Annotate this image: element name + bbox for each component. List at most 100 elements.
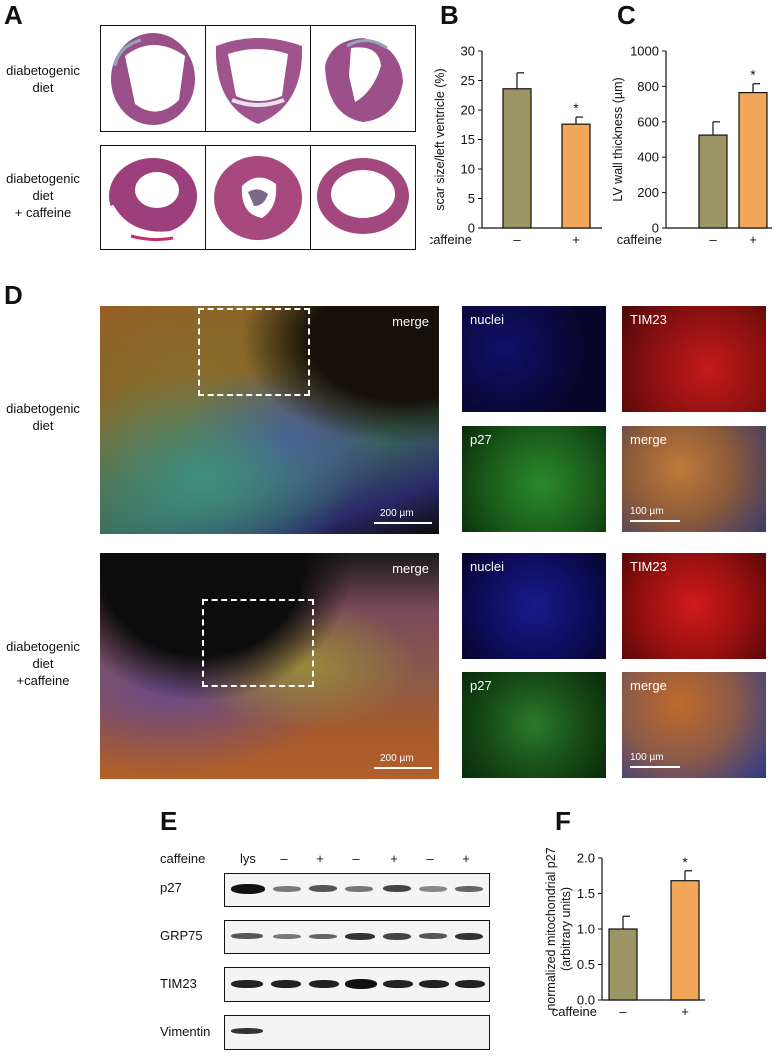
row-label-line: diet: [32, 418, 54, 433]
row-label-line: diet: [32, 80, 54, 95]
row-label-line: diabetogenic: [6, 639, 80, 654]
micrograph-merge-diet-large: merge 200 µm: [100, 306, 439, 534]
heart-section-image: [311, 26, 415, 131]
scar-size-chart: 0 5 10 15 20 25 30 scar size/left ventricle (%)…: [430, 44, 602, 247]
zoom-region-box: [202, 599, 314, 687]
panel-label-b: B: [440, 0, 459, 30]
y-axis-label: LV wall thickness (µm): [611, 77, 625, 201]
y-tick-label: 20: [461, 103, 475, 118]
tim23-label: TIM23: [630, 312, 667, 327]
row-label-line: diabetogenic: [6, 401, 80, 416]
merge-label: merge: [630, 678, 667, 693]
x-axis-label: caffeine: [552, 1004, 597, 1019]
bar: [738, 91, 768, 229]
heart-sections-caffeine: [100, 145, 416, 250]
blot-row-label: p27: [160, 880, 182, 895]
blot-row-label: TIM23: [160, 976, 197, 991]
micrograph-nuclei-diet: nuclei: [462, 306, 606, 412]
y-axis-label: scar size/left ventricle (%): [433, 68, 447, 210]
y-tick-label: 0: [652, 221, 659, 236]
scale-bar-label: 100 µm: [630, 506, 664, 517]
row-label-line: diet: [32, 188, 54, 203]
blot-strip-tim23: [224, 967, 490, 1002]
p27-label: p27: [470, 678, 492, 693]
row-label-caffeine-d: diabetogenic diet +caffeine: [0, 638, 86, 689]
row-label-diet-a: diabetogenic diet: [0, 62, 86, 96]
row-label-line: + caffeine: [14, 205, 72, 220]
blot-band: [455, 980, 485, 988]
scale-bar-label: 100 µm: [630, 752, 664, 763]
lane-label: –: [426, 851, 434, 866]
significance-star: *: [750, 67, 756, 83]
heart-section-image: [101, 26, 206, 131]
blot-strip-p27: [224, 873, 490, 907]
y-tick-label: 0: [468, 221, 475, 236]
panel-label-d: D: [4, 280, 23, 310]
y-tick-label: 2.0: [577, 851, 595, 866]
y-tick-label: 30: [461, 44, 475, 59]
x-tick-label: –: [709, 232, 717, 247]
lv-wall-thickness-chart: 0 200 400 600 800 1000 LV wall thickness (µm) –…: [611, 44, 772, 247]
mitochondrial-p27-chart: 0.0 0.5 1.0 1.5 2.0 normalized mitochondrial …: [545, 847, 705, 1019]
heart-section-image: [206, 146, 311, 249]
y-tick-label: 0.5: [577, 957, 595, 972]
row-label-line: diabetogenic: [6, 63, 80, 78]
scale-bar: [630, 520, 680, 522]
bar: [670, 880, 700, 1001]
micrograph-tim23-caffeine: TIM23: [622, 553, 766, 659]
scale-bar-label: 200 µm: [380, 508, 414, 519]
y-tick-label: 5: [468, 191, 475, 206]
x-tick-label: –: [619, 1004, 627, 1019]
blot-band: [345, 886, 373, 892]
scale-bar: [374, 522, 432, 524]
row-label-caffeine-a: diabetogenic diet + caffeine: [0, 170, 86, 221]
blot-band: [455, 886, 483, 892]
blot-row-label: Vimentin: [160, 1024, 211, 1039]
y-tick-label: 15: [461, 132, 475, 147]
blot-band: [231, 1028, 263, 1034]
zoom-region-box: [198, 308, 310, 396]
blot-band: [419, 933, 447, 939]
micrograph-tim23-diet: TIM23: [622, 306, 766, 412]
blot-band: [309, 934, 337, 939]
lane-label: –: [352, 851, 360, 866]
lane-label: –: [280, 851, 288, 866]
blot-band: [271, 980, 301, 988]
lane-label: +: [390, 851, 398, 866]
x-tick-label: –: [513, 232, 521, 247]
blot-band: [383, 885, 411, 892]
y-tick-label: 800: [637, 79, 659, 94]
x-axis-label: caffeine: [430, 232, 472, 247]
micrograph-merge-diet-small: merge 100 µm: [622, 426, 766, 532]
blot-row-label: GRP75: [160, 928, 203, 943]
blot-band: [455, 933, 483, 940]
row-label-line: diet: [32, 656, 54, 671]
y-tick-label: 400: [637, 150, 659, 165]
x-axis-label: caffeine: [617, 232, 662, 247]
blot-band: [345, 979, 377, 989]
blot-strip-grp75: [224, 920, 490, 954]
y-tick-label: 1.0: [577, 922, 595, 937]
bar: [608, 928, 638, 1001]
bar: [502, 88, 532, 229]
blot-band: [345, 933, 375, 940]
blot-band: [273, 934, 301, 939]
bar: [561, 123, 591, 229]
lane-label: +: [462, 851, 470, 866]
nuclei-label: nuclei: [470, 312, 504, 327]
x-tick-label: +: [572, 232, 580, 247]
blot-band: [231, 933, 263, 939]
micrograph-merge-caffeine-small: merge 100 µm: [622, 672, 766, 778]
panel-label-c: C: [617, 0, 636, 30]
y-tick-label: 200: [637, 185, 659, 200]
significance-star: *: [573, 100, 579, 116]
significance-star: *: [682, 854, 688, 870]
bar: [698, 134, 728, 229]
micrograph-p27-diet: p27: [462, 426, 606, 532]
micrograph-nuclei-caffeine: nuclei: [462, 553, 606, 659]
micrograph-p27-caffeine: p27: [462, 672, 606, 778]
x-tick-label: +: [681, 1004, 689, 1019]
row-label-diet-d: diabetogenic diet: [0, 400, 86, 434]
scale-bar: [374, 767, 432, 769]
blot-band: [231, 980, 263, 988]
